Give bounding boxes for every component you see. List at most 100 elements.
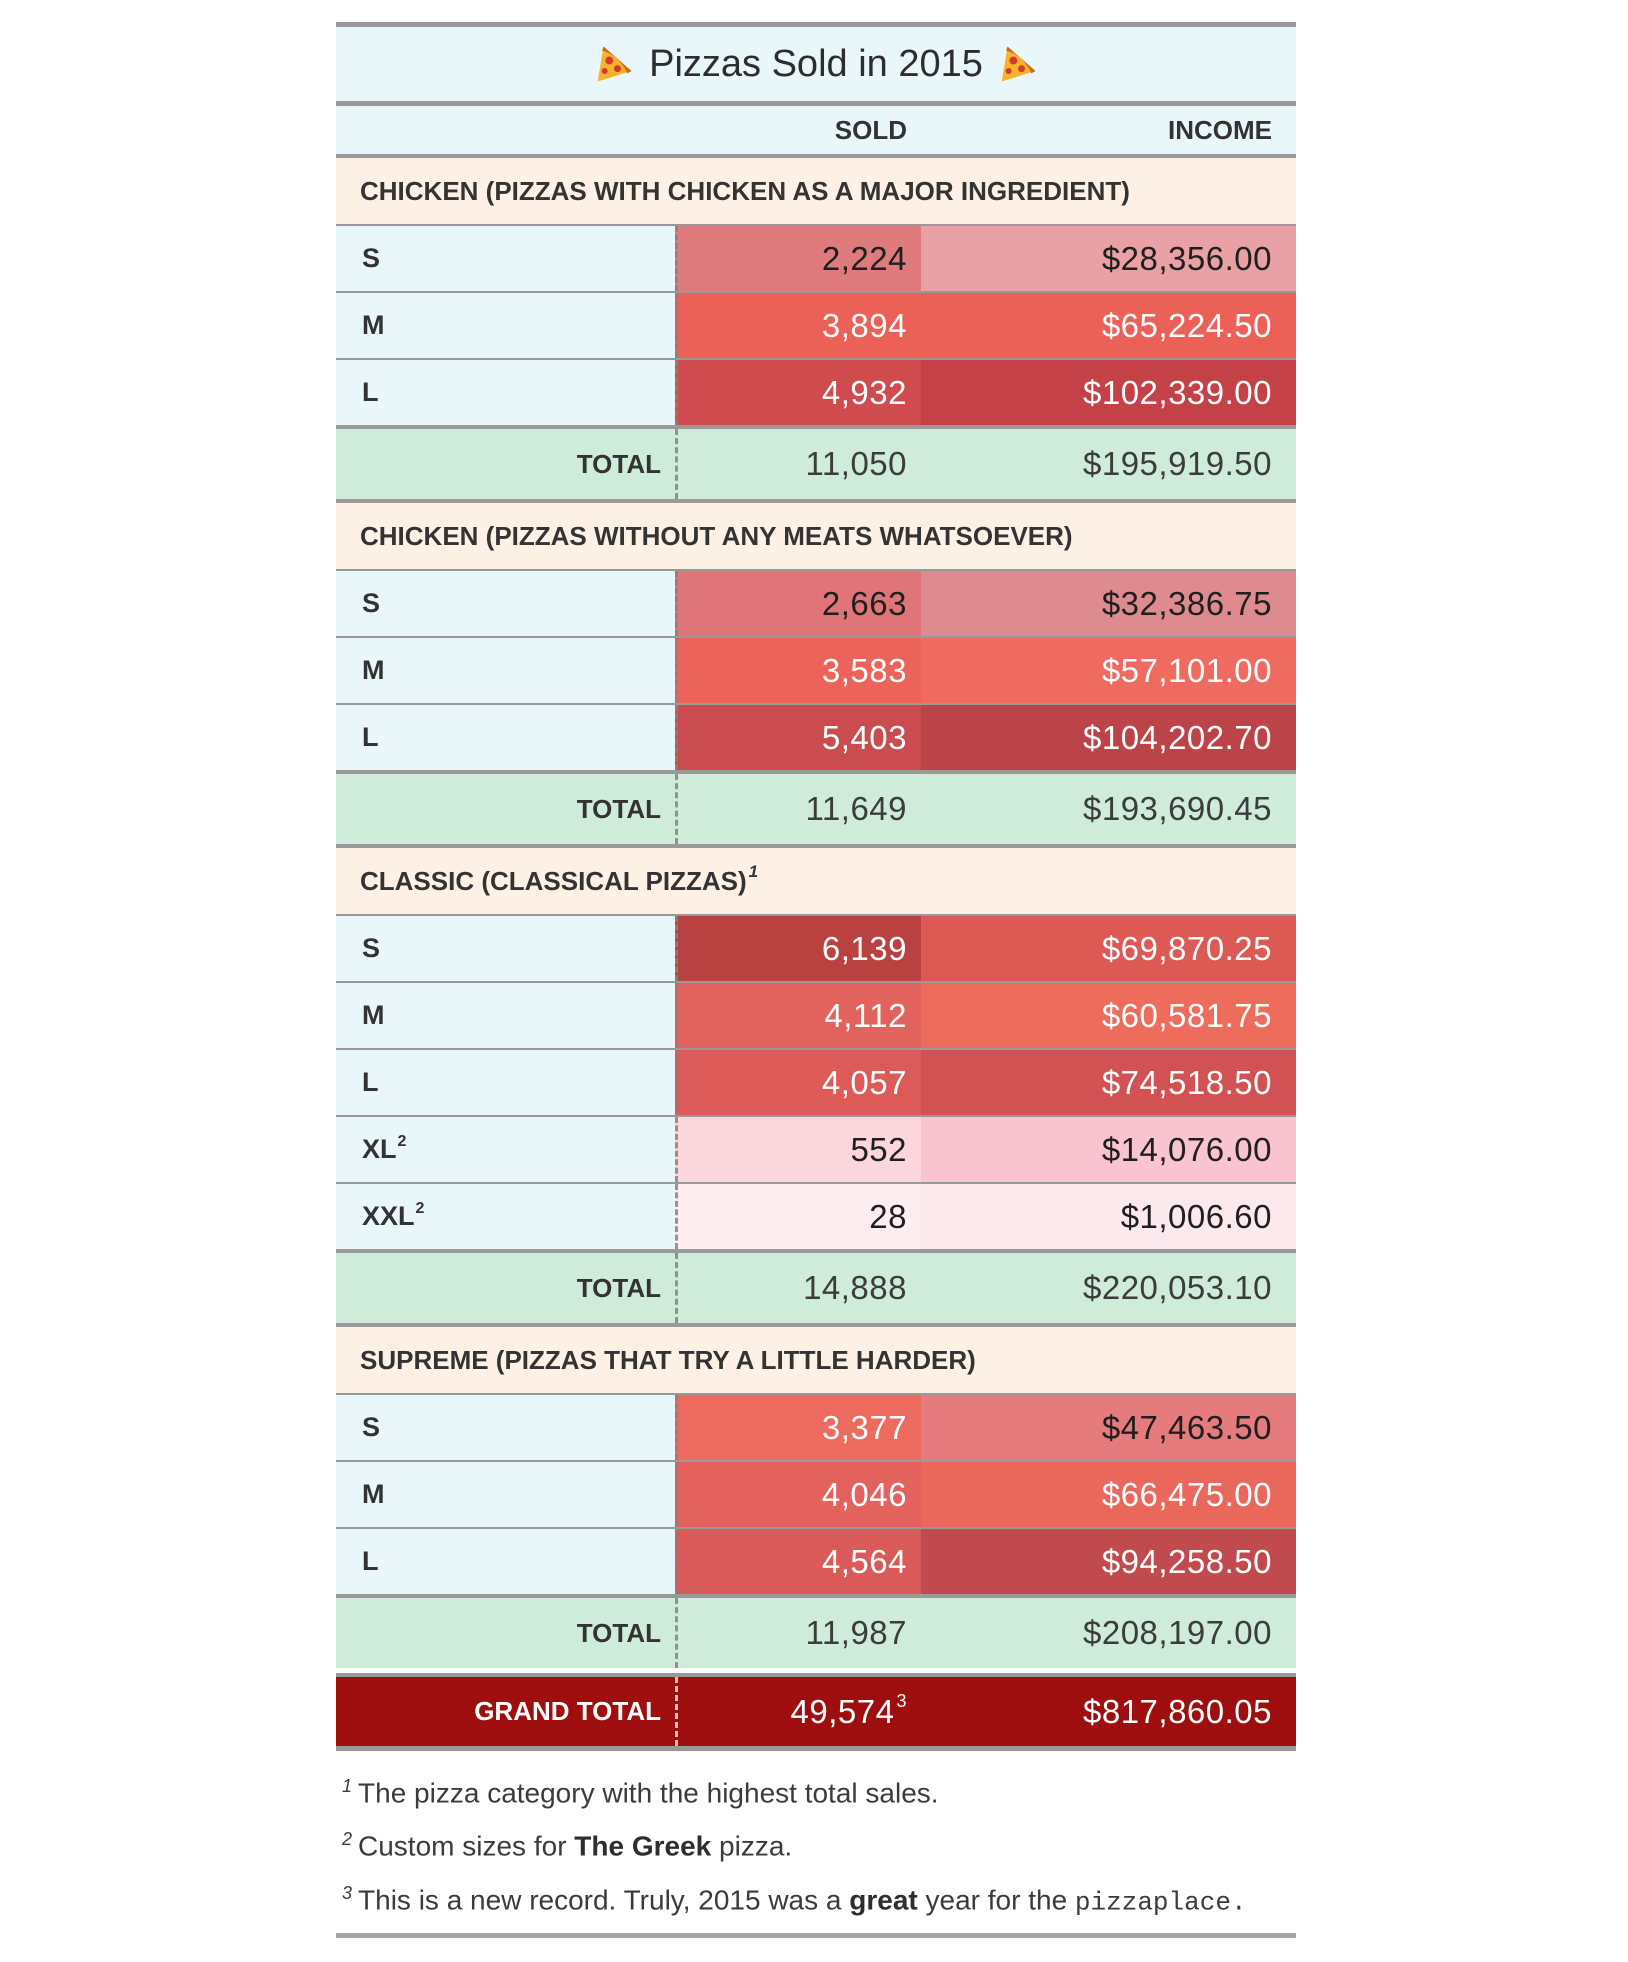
footnote-marker: 3 [342,1882,353,1903]
table-row: S 3,377 $47,463.50 [336,1393,1296,1460]
income-value: $1,006.60 [921,1184,1296,1249]
income-value: $28,356.00 [921,226,1296,291]
sold-value: 3,377 [675,1395,921,1460]
footnote-text: year for the [917,1883,1075,1915]
sold-value: 2,663 [675,571,921,636]
size-label: S [336,1395,675,1460]
sold-value: 6,139 [675,916,921,981]
table-row: L 5,403 $104,202.70 [336,703,1296,770]
footnote-text: The pizza category with the highest tota… [358,1777,939,1809]
grand-total-sold: 49,574 3 [675,1677,921,1746]
table-row: L 4,932 $102,339.00 [336,358,1296,425]
size-label: M [336,293,675,358]
table-row: M 4,046 $66,475.00 [336,1460,1296,1527]
total-income-value: $195,919.50 [1082,445,1272,482]
grand-total-income: $817,860.05 [1082,1692,1272,1730]
sold-value: 3,583 [675,638,921,703]
table-row: S 6,139 $69,870.25 [336,914,1296,981]
footnote-text: The Greek [574,1830,712,1862]
sold-value: 5,403 [675,705,921,770]
footnote-ref: 1 [748,862,759,881]
total-sold-value: 11,987 [675,1598,921,1668]
total-sold-value: 14,888 [675,1253,921,1323]
total-row: TOTAL 11,987 $208,197.00 [336,1594,1296,1668]
footnote-text: great [849,1883,918,1915]
income-value: $102,339.00 [921,360,1296,425]
category-header-label: CHICKEN (PIZZAS WITH CHICKEN AS A MAJOR … [360,175,1130,206]
sold-value: 4,564 [675,1529,921,1594]
footnote-ref: 3 [896,1691,907,1711]
table-section: CHICKEN (PIZZAS WITHOUT ANY MEATS WHATSO… [336,499,1296,844]
sold-value: 28 [675,1184,921,1249]
income-value: $60,581.75 [921,983,1296,1048]
column-header-row: SOLD INCOME [336,101,1296,154]
table-row: M 3,894 $65,224.50 [336,291,1296,358]
total-income-value: $220,053.10 [1082,1269,1272,1306]
category-header-label: SUPREME (PIZZAS THAT TRY A LITTLE HARDER… [360,1344,976,1375]
size-label: S [336,226,675,291]
total-label: TOTAL [336,1598,675,1668]
grand-total-label: GRAND TOTAL [336,1677,675,1746]
page-title: Pizzas Sold in 2015 [649,42,983,85]
table-section: CHICKEN (PIZZAS WITH CHICKEN AS A MAJOR … [336,154,1296,499]
income-value: $69,870.25 [921,916,1296,981]
footnote-ref: 2 [415,1199,425,1217]
income-value: $74,518.50 [921,1050,1296,1115]
size-label: XXL 2 [336,1184,675,1249]
size-label: L [336,705,675,770]
footnote-text: pizza. [711,1830,793,1862]
total-row: TOTAL 11,649 $193,690.45 [336,770,1296,844]
footnote-text: pizzaplace [1074,1886,1231,1917]
category-header: CHICKEN (PIZZAS WITHOUT ANY MEATS WHATSO… [336,503,1296,569]
table-row: S 2,224 $28,356.00 [336,224,1296,291]
size-label: M [336,983,675,1048]
table-row: L 4,564 $94,258.50 [336,1527,1296,1594]
footnote-marker: 1 [342,1776,353,1796]
footnote-ref: 2 [397,1132,407,1150]
category-header-label: CLASSIC (CLASSICAL PIZZAS) [360,865,747,896]
size-label: M [336,638,675,703]
column-header-sold: SOLD [834,114,907,145]
pizza-icon [597,46,632,82]
total-label: TOTAL [336,1253,675,1323]
category-header: CHICKEN (PIZZAS WITH CHICKEN AS A MAJOR … [336,158,1296,224]
column-header-income: INCOME [1168,114,1272,145]
income-value: $66,475.00 [921,1462,1296,1527]
category-header-label: CHICKEN (PIZZAS WITHOUT ANY MEATS WHATSO… [360,520,1073,551]
footnotes: 1 The pizza category with the highest tot… [336,1763,1296,1925]
size-label: M [336,1462,675,1527]
footnote-text: This is a new record. Truly, 2015 was a [358,1883,850,1915]
bottom-rule [336,1932,1296,1938]
footnote-text: Custom sizes for [358,1830,575,1862]
income-value: $14,076.00 [921,1117,1296,1182]
total-label: TOTAL [336,429,675,499]
table-section: SUPREME (PIZZAS THAT TRY A LITTLE HARDER… [336,1323,1296,1668]
table-sections: CHICKEN (PIZZAS WITH CHICKEN AS A MAJOR … [336,154,1296,1668]
table-row: M 4,112 $60,581.75 [336,981,1296,1048]
sold-value: 4,057 [675,1050,921,1115]
table-row: XL 2 552 $14,076.00 [336,1115,1296,1182]
total-label: TOTAL [336,774,675,844]
table-row: XXL 2 28 $1,006.60 [336,1182,1296,1249]
sold-value: 552 [675,1117,921,1182]
footnote: 1 The pizza category with the highest tot… [342,1763,1296,1816]
total-sold-value: 11,649 [675,774,921,844]
size-label: L [336,1529,675,1594]
table-row: L 4,057 $74,518.50 [336,1048,1296,1115]
size-label: S [336,916,675,981]
footnote-text: . [1230,1886,1247,1917]
category-header: SUPREME (PIZZAS THAT TRY A LITTLE HARDER… [336,1327,1296,1393]
size-label: XL 2 [336,1117,675,1182]
footnote-marker: 2 [342,1829,353,1850]
total-row: TOTAL 14,888 $220,053.10 [336,1249,1296,1323]
sold-value: 3,894 [675,293,921,358]
size-label: L [336,360,675,425]
footnote: 3 This is a new record. Truly, 2015 was a… [342,1870,1296,1925]
income-value: $32,386.75 [921,571,1296,636]
table-row: M 3,583 $57,101.00 [336,636,1296,703]
sold-value: 2,224 [675,226,921,291]
footnote: 2 Custom sizes for The Greek pizza. [342,1816,1296,1869]
sold-value: 4,046 [675,1462,921,1527]
total-row: TOTAL 11,050 $195,919.50 [336,425,1296,499]
